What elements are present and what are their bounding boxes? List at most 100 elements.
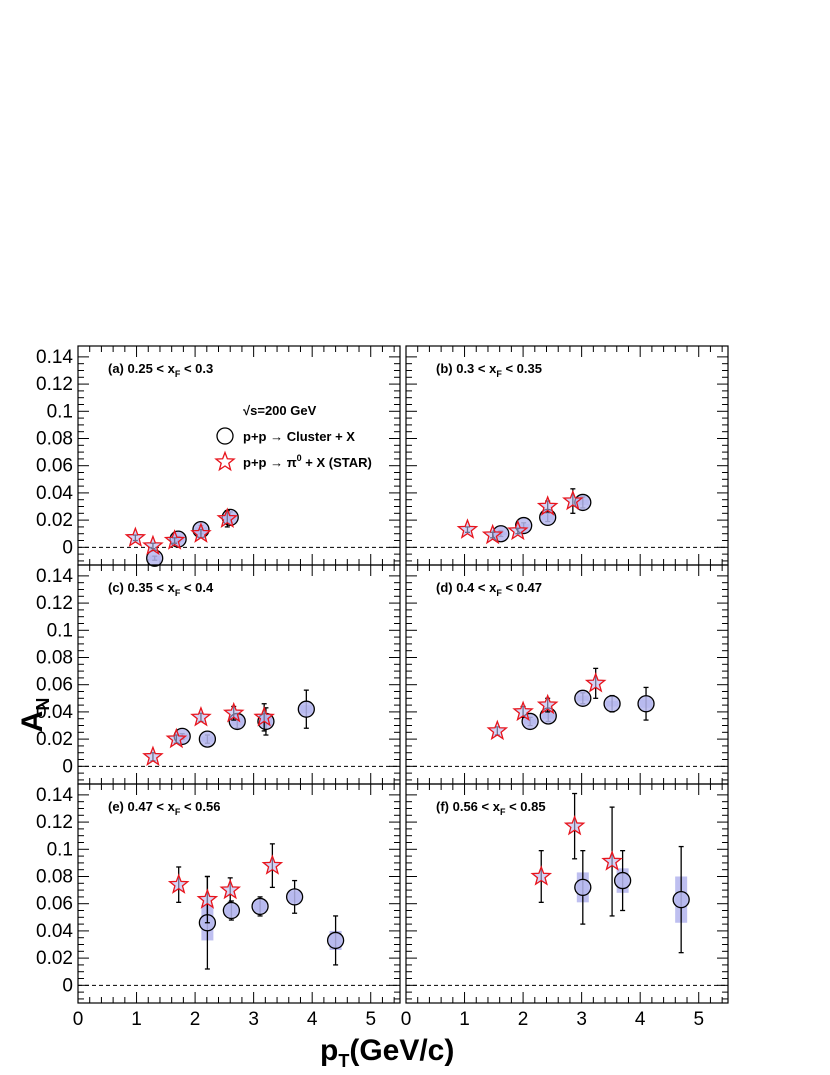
y-tick-label: 0.08 [36, 647, 73, 668]
panel-label-post: < 0.3 [180, 361, 213, 376]
cluster-marker [297, 700, 315, 718]
panel-label: (b) 0.3 < xF < 0.35 [436, 361, 542, 379]
star-marker [219, 878, 242, 900]
panel-label-pre: (f) 0.56 < x [436, 799, 501, 814]
star-marker [253, 705, 275, 727]
star-marker [142, 534, 164, 556]
legend-star-text-pre: p+p → π [243, 455, 297, 470]
panel-label-sub: F [496, 588, 502, 598]
panel-label-sub: F [496, 369, 502, 379]
panel-label-sub: F [175, 588, 181, 598]
panel-frame [405, 564, 729, 785]
panel-frame [405, 783, 729, 1004]
y-tick-label: 0.14 [36, 566, 73, 587]
star-marker [124, 526, 147, 547]
star-marker [584, 671, 607, 693]
star-marker [165, 727, 188, 749]
panel-label-post: < 0.35 [502, 361, 542, 376]
y-tick-label: 0 [62, 756, 73, 777]
star-marker [456, 518, 479, 539]
x-tick-label: 5 [693, 1009, 704, 1030]
star-marker [512, 700, 534, 722]
panel-frame [405, 345, 729, 566]
panel-f: 0 1 2 3 4 5 (f) 0.56 < xF < 0.85 [401, 783, 729, 1030]
panel-label-sub: F [175, 369, 181, 379]
panel-label-post: < 0.47 [502, 580, 542, 595]
panel-label: (e) 0.47 < xF < 0.56 [108, 799, 220, 817]
y-tick-label: 0.06 [36, 894, 73, 915]
y-axis-title: AN [16, 698, 53, 733]
panel-label-pre: (c) 0.35 < x [108, 580, 176, 595]
x-axis-title-main: p [320, 1034, 338, 1067]
panel-b: (b) 0.3 < xF < 0.35 [405, 345, 729, 566]
cluster-marker [637, 695, 655, 713]
star-marker [261, 854, 284, 875]
star-marker [190, 705, 212, 727]
y-tick-label: 0 [62, 975, 73, 996]
cluster-marker [672, 890, 690, 909]
star-marker [190, 522, 212, 543]
y-tick-label: 0.12 [36, 812, 73, 833]
x-tick-label: 4 [635, 1009, 646, 1030]
legend-cluster-text: p+p → Cluster + X [243, 429, 355, 444]
x-tick-label: 0 [73, 1009, 84, 1030]
star-marker [562, 489, 584, 511]
cluster-marker [574, 689, 592, 707]
legend-star-text-sup: 0 [297, 453, 302, 463]
y-tick-label: 0.04 [36, 483, 73, 504]
star-marker [536, 495, 559, 516]
x-tick-label: 2 [518, 1009, 529, 1030]
panel-label-post: < 0.4 [180, 580, 214, 595]
panel-e: 0 0.02 0.04 0.06 0.08 0.1 0.12 0.14 0 1 2 3 4 5 (e) 0.… [36, 783, 401, 1030]
star-marker [601, 850, 623, 871]
y-tick-label: 0.02 [36, 729, 73, 750]
star-marker [507, 519, 529, 541]
star-marker [563, 814, 586, 836]
star-marker [196, 888, 219, 909]
y-tick-label: 0.12 [36, 593, 73, 614]
y-tick-label: 0.04 [36, 702, 73, 723]
y-tick-label: 0 [62, 537, 73, 558]
panel-d: (d) 0.4 < xF < 0.47 [405, 564, 729, 785]
star-marker [216, 507, 239, 528]
cluster-marker [251, 897, 269, 916]
x-tick-label: 1 [131, 1009, 142, 1030]
star-marker [167, 873, 190, 894]
x-tick-label: 2 [190, 1009, 201, 1030]
x-axis-title: pT(GeV/c) [320, 1034, 454, 1071]
panels-layer: 00.020.040.060.080.10.120.14(a) 0.25 < x… [36, 345, 729, 1030]
panel-label-sub: F [175, 807, 181, 817]
star-marker [486, 719, 509, 741]
panel-label-sub: F [500, 807, 506, 817]
y-tick-label: 0.02 [36, 948, 73, 969]
cluster-marker [574, 878, 592, 897]
legend-cluster-marker [216, 427, 234, 445]
legend-star-marker [214, 450, 236, 472]
star-marker [481, 523, 504, 545]
cluster-marker [326, 931, 345, 950]
star-marker [142, 745, 164, 766]
x-axis-title-rest: (GeV/c) [349, 1034, 454, 1067]
legend: √s=200 GeV p+p → Cluster + X p+p → π0 + … [214, 403, 372, 472]
x-axis-title-sub: T [338, 1051, 349, 1071]
y-tick-label: 0.06 [36, 675, 73, 696]
y-tick-label: 0.1 [47, 620, 73, 641]
legend-star-text-post: + X (STAR) [302, 455, 372, 470]
panel-label-pre: (b) 0.3 < x [436, 361, 497, 376]
panel-label: (d) 0.4 < xF < 0.47 [436, 580, 542, 598]
panel-a: 0 0.02 0.04 0.06 0.08 0.1 0.12 0.14 (a) 0.25 < x… [36, 345, 401, 567]
panel-frame [77, 564, 401, 785]
legend-energy-text: √s=200 GeV [243, 403, 317, 418]
star-marker [536, 693, 559, 715]
panel-c: 0 0.02 0.04 0.06 0.08 0.1 0.12 0.14 (c) 0.35 < x… [36, 564, 401, 785]
y-tick-label: 0.14 [36, 785, 73, 806]
y-tick-label: 0.14 [36, 347, 73, 368]
panel-label-pre: (d) 0.4 < x [436, 580, 497, 595]
cluster-marker [285, 888, 304, 906]
panel-frame [77, 783, 401, 1004]
y-axis-title-sub: N [33, 698, 53, 711]
y-tick-label: 0.08 [36, 866, 73, 887]
star-marker [222, 701, 245, 723]
cluster-marker [603, 695, 621, 713]
y-tick-label: 0.04 [36, 921, 73, 942]
